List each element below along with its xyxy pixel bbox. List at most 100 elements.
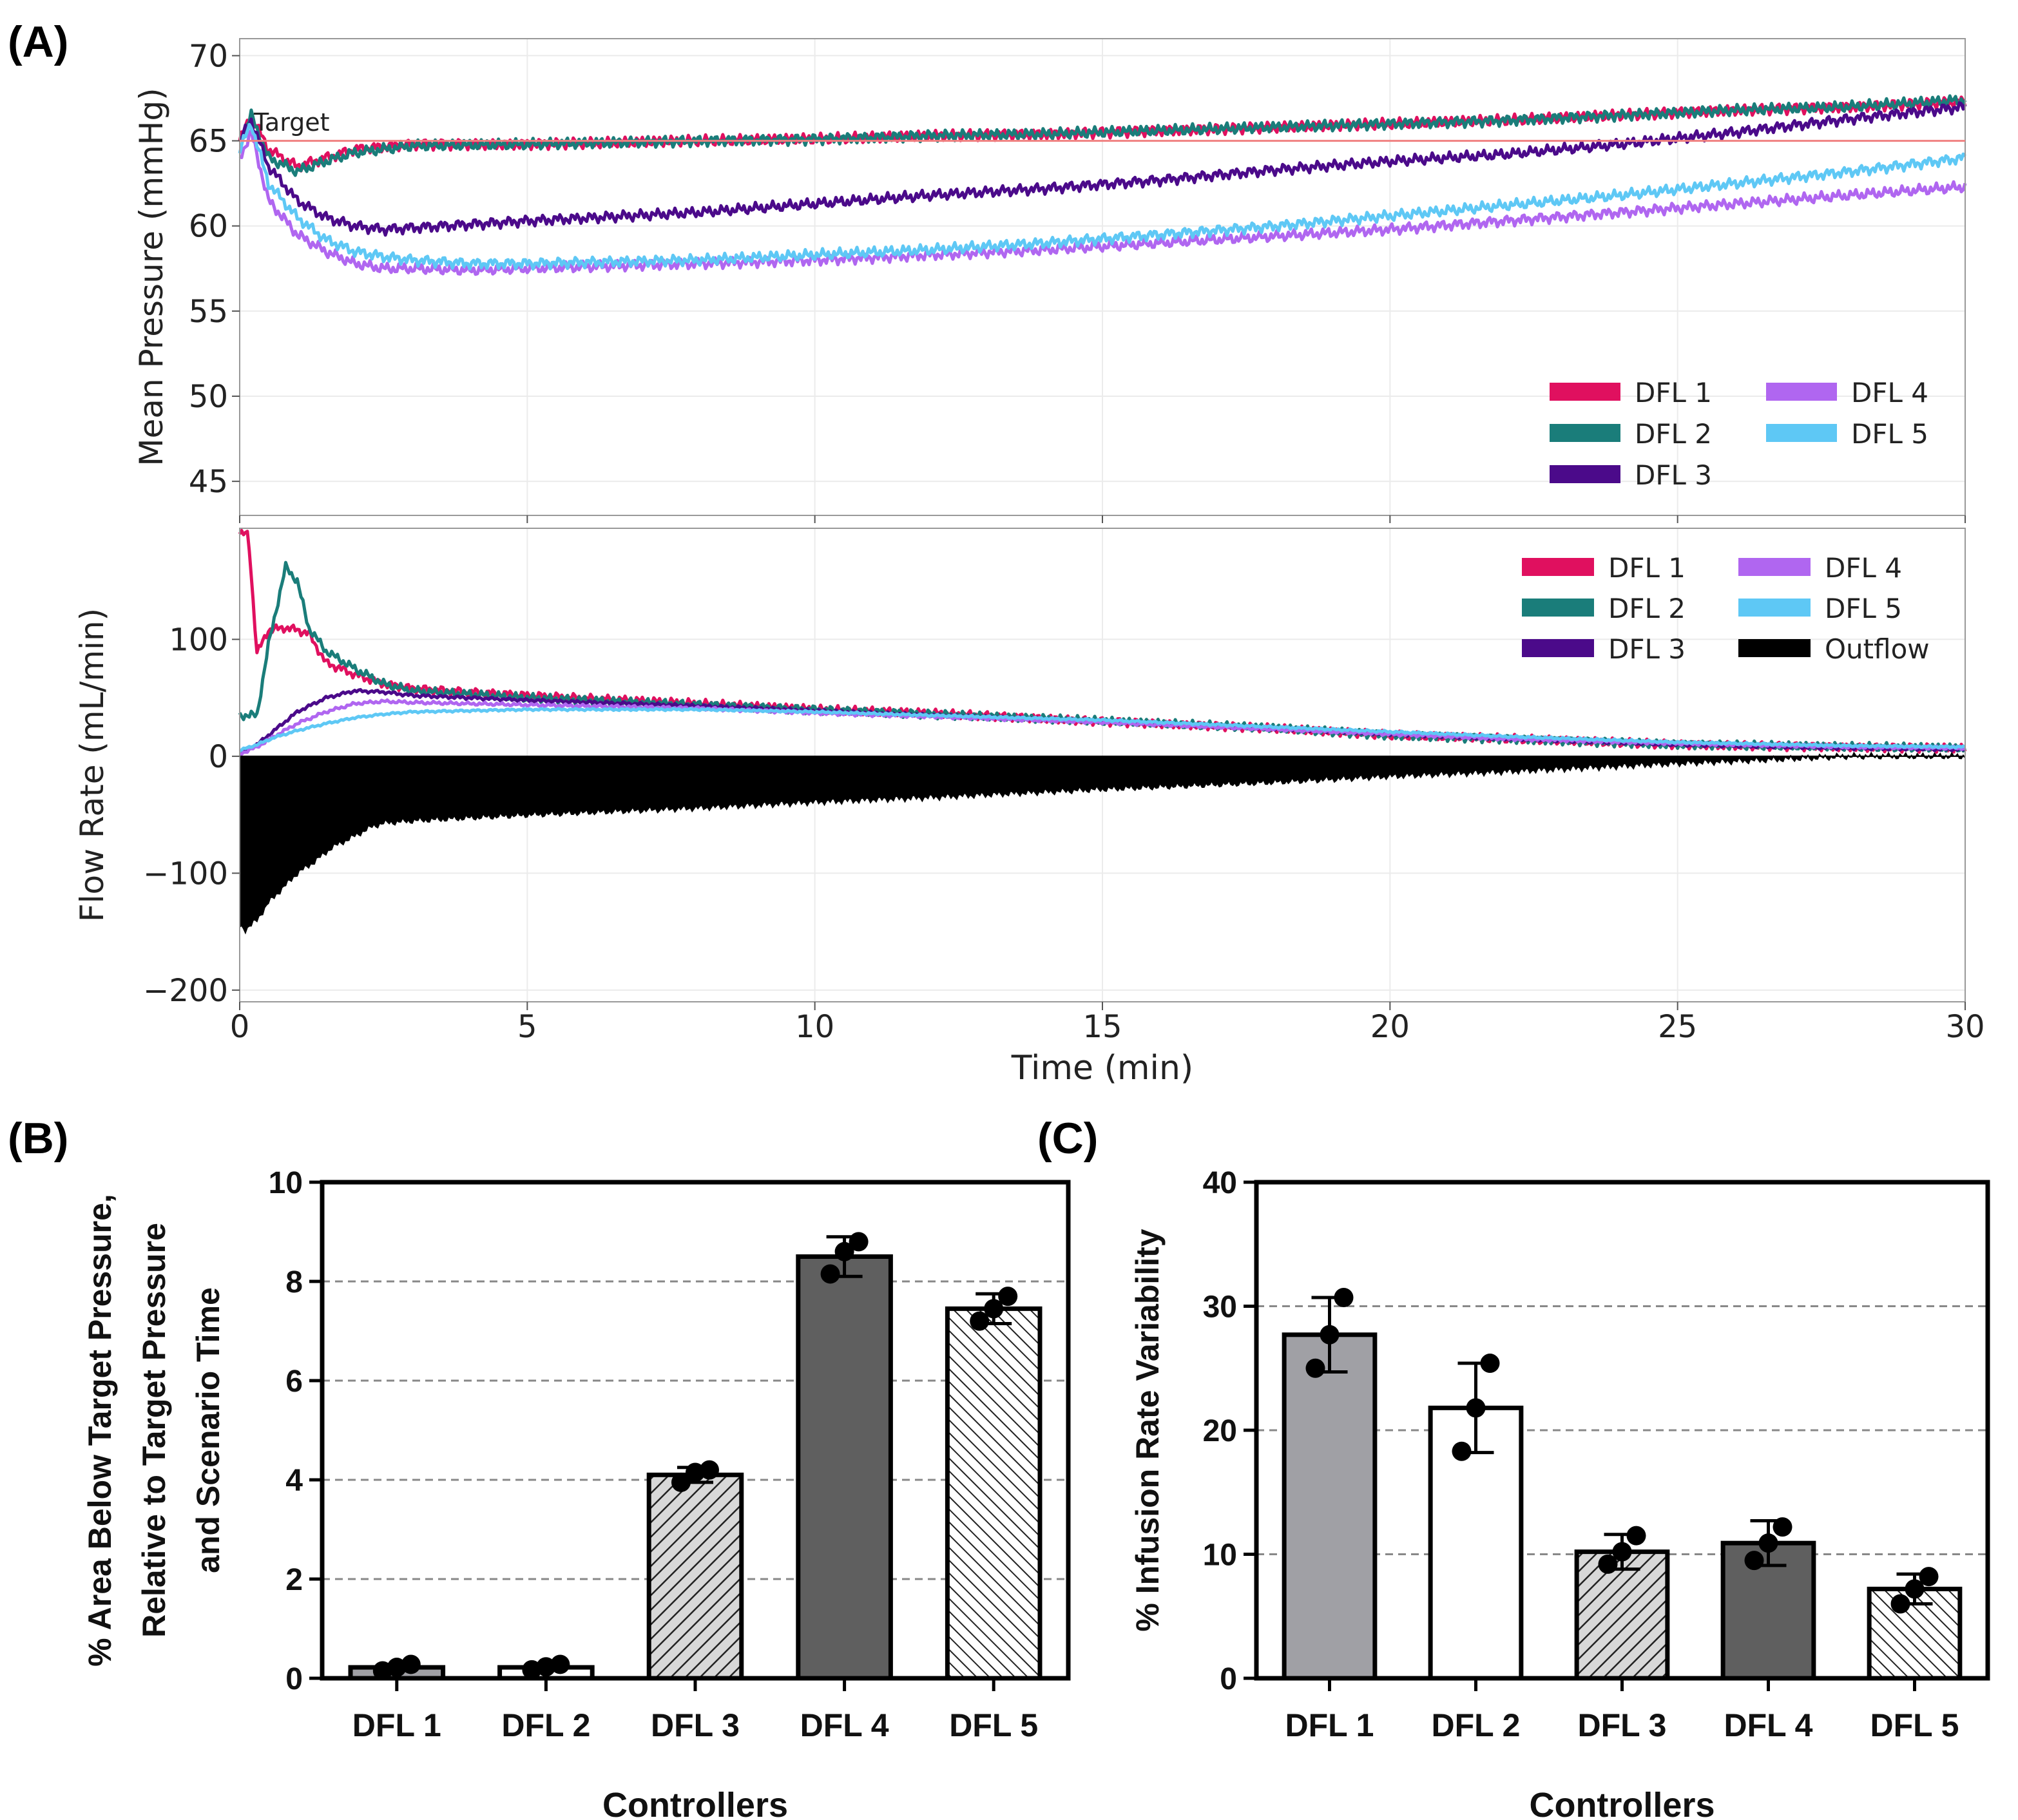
- y-tick-label: 45: [189, 464, 228, 500]
- data-point: [550, 1654, 570, 1674]
- legend-label-dfl-1: DFL 1: [1608, 552, 1686, 584]
- x-tick-label: 25: [1658, 1009, 1697, 1045]
- series-dfl-5-line: [238, 707, 1966, 753]
- target-label: Target: [253, 108, 330, 137]
- y-tick-label: 50: [189, 379, 228, 415]
- y-tick-label: 60: [189, 209, 228, 245]
- y-tick-label: 40: [1203, 1166, 1237, 1200]
- x-tick-label-dfl-5: DFL 5: [1870, 1707, 1959, 1743]
- panel-label-a: (A): [8, 17, 68, 66]
- flow-rate-chart: 100 0 −100 −200 Flow Rate (mL/min) 0 5 10 15 20 25…: [73, 528, 1985, 1087]
- legend-label-outflow: Outflow: [1825, 633, 1930, 665]
- series-dfl-5-line: [238, 122, 1966, 271]
- legend-swatch-dfl-5: [1766, 424, 1837, 442]
- bar-dfl-3: [1574, 1549, 1670, 1681]
- y-axis-label: Flow Rate (mL/min): [73, 608, 111, 922]
- y-tick-label: 10: [1203, 1538, 1237, 1573]
- legend-swatch-dfl-4: [1766, 383, 1837, 401]
- y-axis-label: Mean Pressure (mmHg): [133, 88, 170, 466]
- series-dfl-4-line: [238, 128, 1967, 276]
- x-axis-label: Controllers: [1529, 1786, 1715, 1820]
- y-axis-label-line: % Infusion Rate Variability: [1129, 1229, 1166, 1631]
- data-point: [834, 1241, 854, 1261]
- bar-dfl-1: [1282, 1332, 1378, 1681]
- y-tick-label: 100: [169, 622, 228, 658]
- bar-dfl-5: [945, 1306, 1043, 1681]
- data-point: [1612, 1542, 1632, 1562]
- series-outflow-area: [239, 751, 1966, 935]
- y-tick-label: 8: [285, 1265, 303, 1299]
- mean-pressure-chart: 45 50 55 60 65 70 Mean Pressure (mmHg) Target DF…: [133, 38, 1967, 523]
- legend-label-dfl-1: DFL 1: [1635, 377, 1712, 408]
- legend-swatch-dfl-1: [1522, 558, 1594, 576]
- x-axis-label: Time (min): [1011, 1049, 1193, 1087]
- y-tick-label: 0: [1220, 1662, 1237, 1696]
- x-tick-label-dfl-3: DFL 3: [1578, 1707, 1667, 1743]
- data-point: [984, 1299, 1004, 1319]
- legend-label-dfl-2: DFL 2: [1635, 418, 1712, 450]
- y-axis-label-line: % Area Below Target Pressure,: [82, 1194, 118, 1667]
- y-tick-label: −200: [143, 973, 228, 1009]
- x-tick-label-dfl-4: DFL 4: [800, 1707, 889, 1743]
- data-point: [1334, 1288, 1354, 1308]
- x-tick-label: 15: [1082, 1009, 1122, 1045]
- data-point: [1890, 1594, 1910, 1614]
- data-point: [700, 1460, 719, 1480]
- y-tick-label: 55: [189, 294, 228, 330]
- infusion-variability-bar-chart: DFL 1 DFL 2 DFL 3 DFL 4 DFL 5 0 10 20 30 40 Contro…: [1129, 1166, 1990, 1820]
- data-point: [849, 1232, 869, 1252]
- plot-frame: [320, 1180, 1071, 1681]
- y-axis-label-line: and Scenario Time: [190, 1287, 226, 1573]
- series-dfl-3-line: [238, 101, 1967, 237]
- y-tick-label: 10: [269, 1166, 303, 1200]
- x-tick-label: 30: [1945, 1009, 1984, 1045]
- x-tick-label-dfl-2: DFL 2: [501, 1707, 590, 1743]
- y-tick-label: 6: [285, 1365, 303, 1399]
- y-tick-label: 65: [189, 124, 228, 160]
- data-point: [1905, 1579, 1925, 1599]
- bar-dfl-3: [646, 1472, 744, 1681]
- y-tick-label: 20: [1203, 1414, 1237, 1448]
- x-tick-label: 0: [230, 1009, 250, 1045]
- x-axis-label: Controllers: [602, 1786, 788, 1820]
- y-tick-label: 70: [189, 38, 228, 74]
- legend-swatch-dfl-4: [1738, 558, 1811, 576]
- legend-label-dfl-2: DFL 2: [1608, 593, 1686, 624]
- panel-label-b: (B): [8, 1114, 68, 1163]
- legend-swatch-outflow: [1738, 639, 1811, 657]
- panel-label-c: (C): [1037, 1114, 1098, 1163]
- data-point: [1452, 1441, 1472, 1461]
- data-point: [998, 1287, 1018, 1307]
- x-tick-label-dfl-1: DFL 1: [1285, 1707, 1374, 1743]
- data-point: [820, 1264, 840, 1284]
- y-tick-label: 30: [1203, 1290, 1237, 1325]
- legend-swatch-dfl-3: [1522, 639, 1594, 657]
- data-point: [1466, 1398, 1486, 1418]
- data-point: [1758, 1533, 1778, 1553]
- legend-label-dfl-4: DFL 4: [1851, 377, 1928, 408]
- legend-swatch-dfl-1: [1550, 383, 1620, 401]
- x-tick-label: 10: [795, 1009, 834, 1045]
- x-tick-label: 5: [517, 1009, 537, 1045]
- y-tick-label: 4: [285, 1464, 303, 1498]
- legend-swatch-dfl-2: [1522, 599, 1594, 617]
- series-dfl-2-line: [239, 94, 1967, 177]
- legend-label-dfl-3: DFL 3: [1608, 633, 1686, 665]
- y-axis-label-line: Relative to Target Pressure: [136, 1223, 172, 1638]
- x-tick-label-dfl-4: DFL 4: [1724, 1707, 1813, 1743]
- legend-swatch-dfl-5: [1738, 599, 1811, 617]
- legend-swatch-dfl-2: [1550, 424, 1620, 442]
- y-tick-label: 0: [285, 1662, 303, 1696]
- x-tick-label-dfl-5: DFL 5: [949, 1707, 1038, 1743]
- bar-dfl-4: [796, 1254, 893, 1681]
- y-tick-label: 2: [285, 1563, 303, 1597]
- legend-label-dfl-5: DFL 5: [1825, 593, 1902, 624]
- data-point: [970, 1311, 990, 1331]
- x-tick-label-dfl-2: DFL 2: [1432, 1707, 1521, 1743]
- x-tick-label-dfl-1: DFL 1: [352, 1707, 441, 1743]
- data-point: [1919, 1567, 1939, 1587]
- legend-label-dfl-3: DFL 3: [1635, 459, 1712, 491]
- data-point: [1744, 1551, 1764, 1571]
- area-below-target-bar-chart: DFL 1 DFL 2 DFL 3 DFL 4 DFL 5 0 2 4 6 8 10 Controll…: [82, 1166, 1071, 1820]
- legend-label-dfl-5: DFL 5: [1851, 418, 1928, 450]
